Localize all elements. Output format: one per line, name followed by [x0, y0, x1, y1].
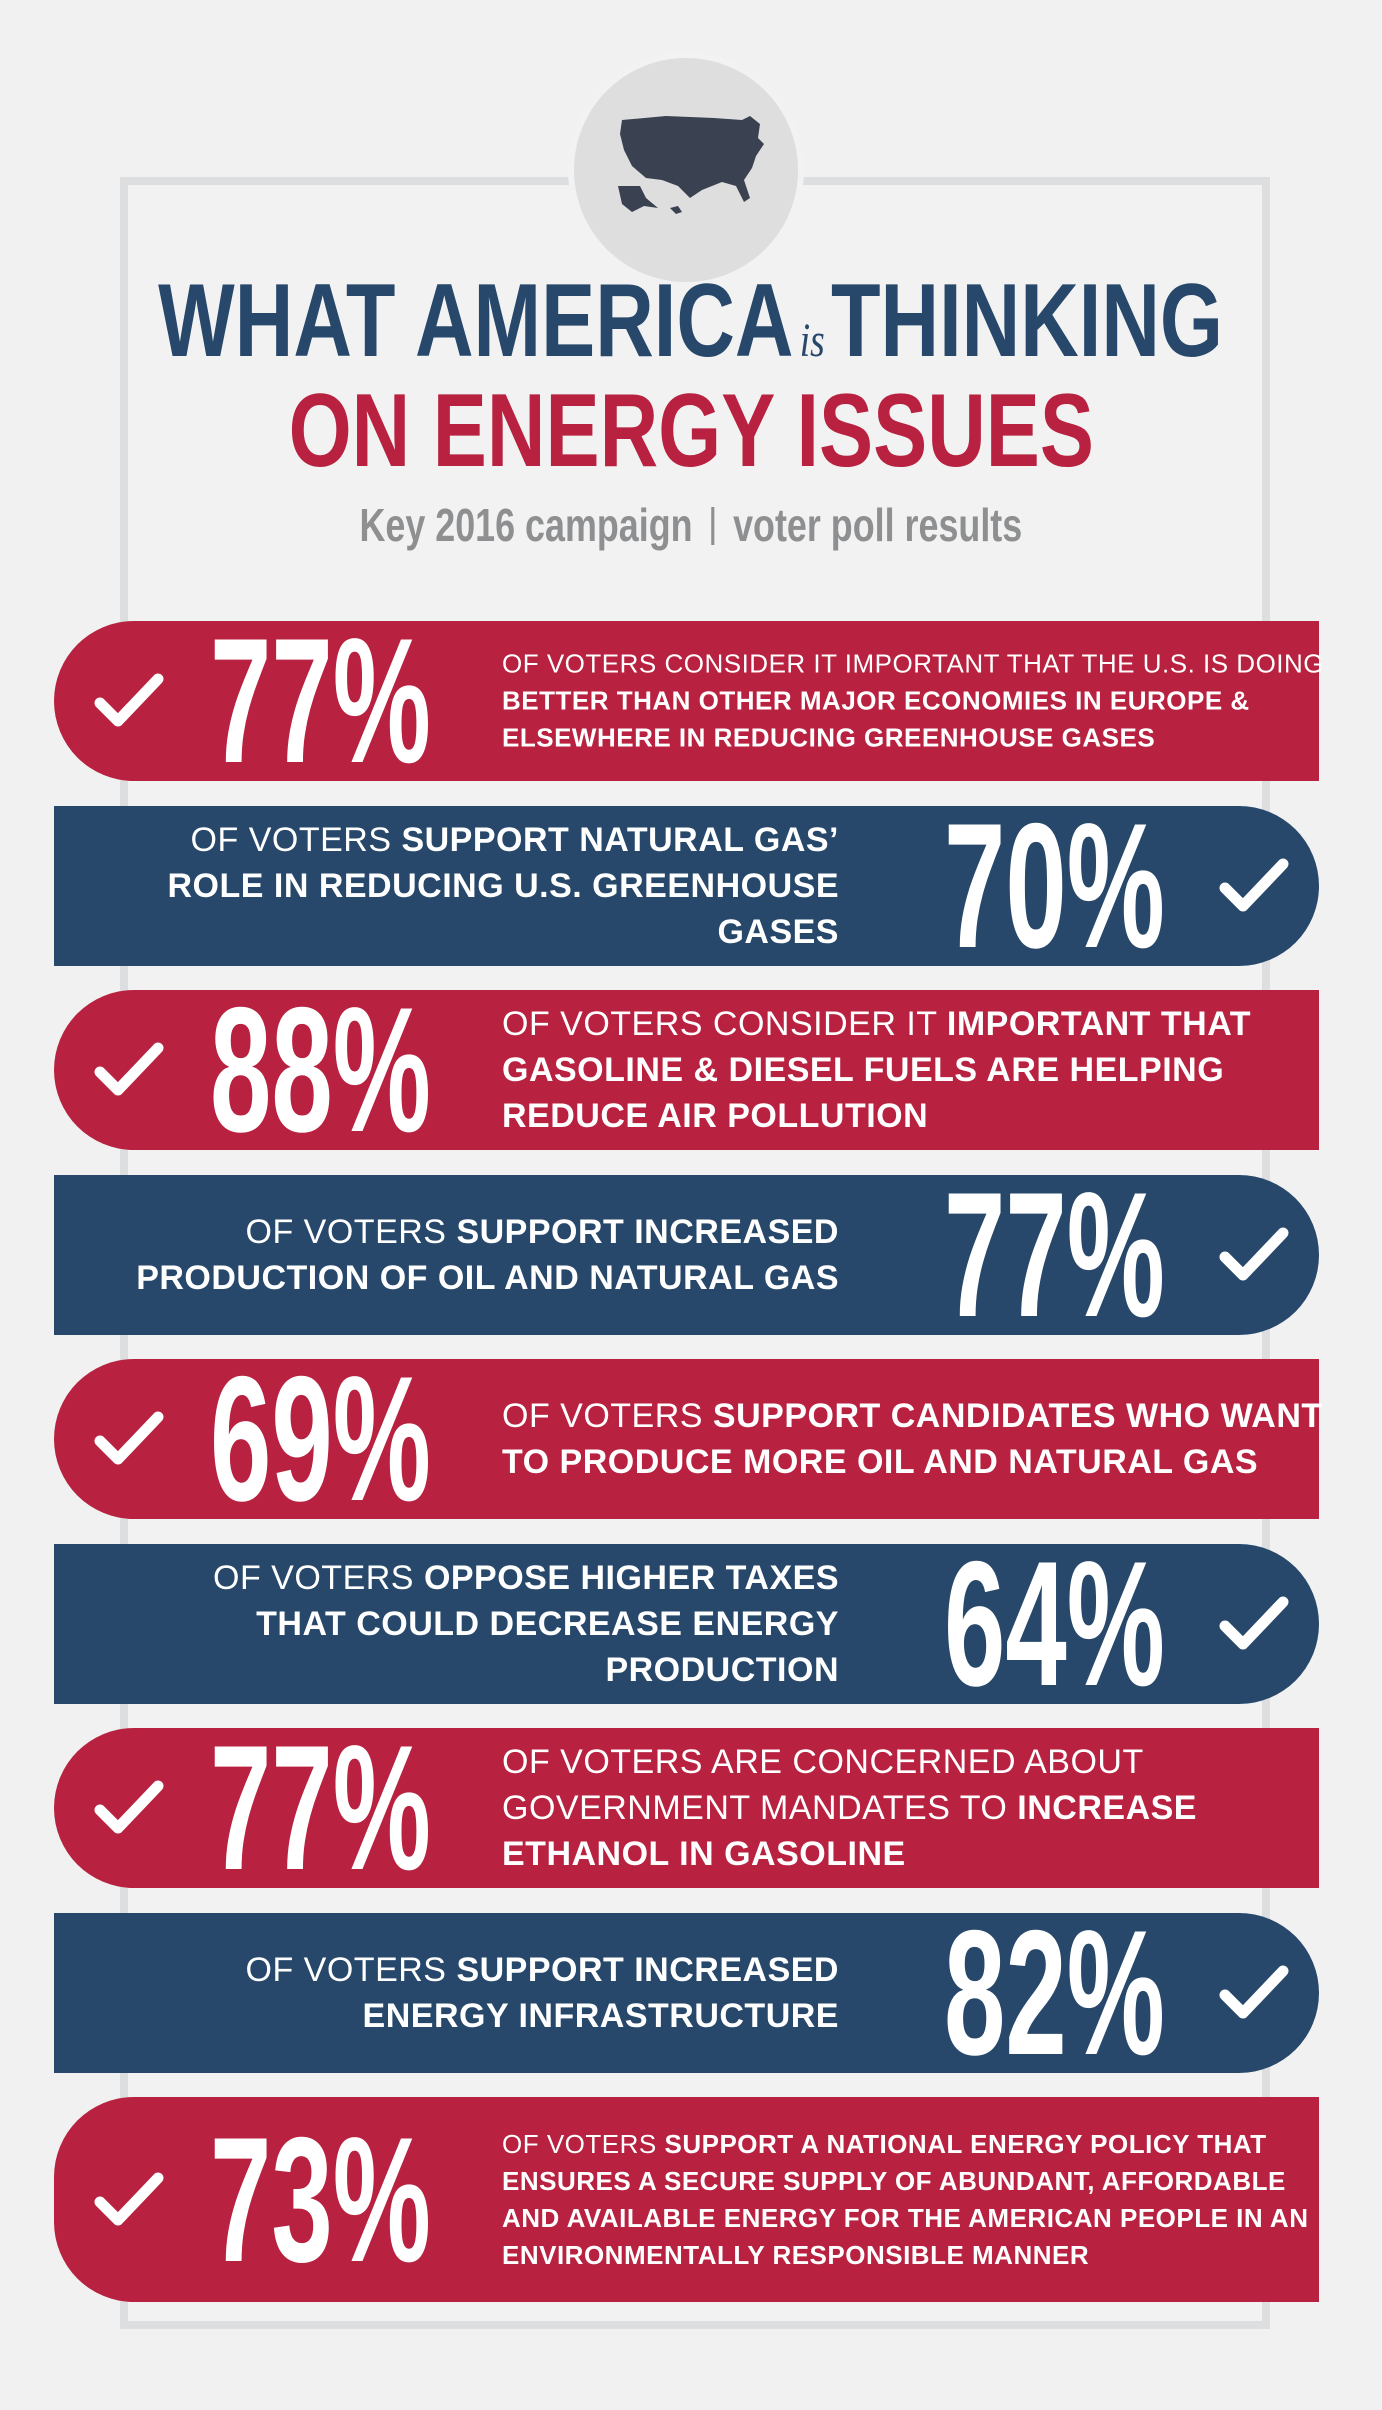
statement-emphasis: SUPPORT A NATIONAL ENERGY POLICY THAT EN…: [502, 2128, 1309, 2270]
statement-lead: OF VOTERS CONSIDER IT: [502, 1005, 937, 1043]
check-icon: [1219, 1965, 1289, 2018]
percent: 70%: [944, 785, 1165, 985]
percent: 77%: [944, 1154, 1165, 1354]
check-stroke: [1219, 1596, 1289, 1649]
statement: OF VOTERS OPPOSE HIGHER TAXES THAT COULD…: [119, 1555, 839, 1693]
stat-row: 73% OF VOTERS SUPPORT A NATIONAL ENERGY P…: [54, 2097, 1319, 2302]
stat-row: 77% OF VOTERS SUPPORT INCREASED PRODUCTIO…: [54, 1165, 1319, 1343]
check-stroke: [94, 1780, 164, 1834]
check-icon: [1219, 1227, 1289, 1280]
title-line-1: WHAT AMERICA isTHINKING: [0, 262, 1382, 381]
statement: OF VOTERS SUPPORT NATURAL GAS’ ROLE IN R…: [119, 817, 839, 955]
check-stroke: [94, 2172, 164, 2225]
percent: 88%: [210, 970, 431, 1169]
statement: OF VOTERS SUPPORT CANDIDATES WHO WANT TO…: [502, 1393, 1342, 1485]
subtitle-right: voter poll results: [733, 499, 1023, 551]
check-stroke: [1219, 858, 1289, 911]
check-icon: [94, 1411, 164, 1465]
statement: OF VOTERS SUPPORT A NATIONAL ENERGY POLI…: [502, 2126, 1342, 2274]
statement-emphasis: BETTER THAN OTHER MAJOR ECONOMIES IN EUR…: [502, 685, 1250, 753]
check-stroke: [94, 673, 164, 727]
stat-row: 70% OF VOTERS SUPPORT NATURAL GAS’ ROLE I…: [54, 796, 1319, 974]
statement-emphasis: SUPPORT CANDIDATES WHO WANT TO PRODUCE M…: [502, 1397, 1323, 1481]
title-text: ON ENERGY ISSUES: [288, 373, 1094, 489]
check-stroke: [1219, 1227, 1289, 1280]
check-icon: [1219, 858, 1289, 911]
statement-lead: OF VOTERS: [213, 1558, 414, 1597]
us-map-icon: [618, 116, 764, 214]
percent: 82%: [944, 1892, 1165, 2092]
statement-lead: OF VOTERS ARE CONCERNED ABOUT GOVERNMENT…: [502, 1743, 1144, 1827]
check-icon: [94, 2172, 164, 2225]
title-line-2: ON ENERGY ISSUES: [0, 372, 1382, 491]
percent: 77%: [210, 1708, 431, 1907]
check-icon: [94, 1042, 164, 1096]
statement-lead: OF VOTERS CONSIDER IT IMPORTANT THAT THE…: [502, 648, 1325, 679]
statement: OF VOTERS ARE CONCERNED ABOUT GOVERNMENT…: [502, 1739, 1342, 1877]
statement: OF VOTERS SUPPORT INCREASED PRODUCTION O…: [119, 1209, 839, 1301]
statement-lead: OF VOTERS: [502, 2128, 657, 2159]
check-icon: [1219, 1596, 1289, 1649]
statement-lead: OF VOTERS: [502, 1397, 703, 1435]
statement-emphasis: IMPORTANT THAT GASOLINE & DIESEL FUELS A…: [502, 1005, 1252, 1135]
statement-emphasis: SUPPORT NATURAL GAS’ ROLE IN REDUCING U.…: [167, 820, 839, 951]
stat-row: 77% OF VOTERS CONSIDER IT IMPORTANT THAT …: [54, 612, 1324, 790]
statement-lead: OF VOTERS: [190, 820, 392, 859]
subtitle: Key 2016 campaign voter poll results: [0, 498, 1382, 552]
percent: 73%: [210, 2099, 431, 2299]
statement-emphasis: SUPPORT INCREASED PRODUCTION OF OIL AND …: [136, 1212, 839, 1297]
stat-row: 88% OF VOTERS CONSIDER IT IMPORTANT THAT …: [54, 981, 1319, 1159]
map-badge: [568, 52, 804, 288]
statement: OF VOTERS CONSIDER IT IMPORTANT THAT GAS…: [502, 1001, 1342, 1139]
check-icon: [94, 1780, 164, 1834]
statement-lead: OF VOTERS: [245, 1950, 447, 1989]
statement: OF VOTERS SUPPORT INCREASED ENERGY INFRA…: [119, 1947, 839, 2039]
percent: 64%: [944, 1523, 1165, 1723]
stat-row: 82% OF VOTERS SUPPORT INCREASED ENERGY IN…: [54, 1903, 1319, 2081]
stat-row: 77% OF VOTERS ARE CONCERNED ABOUT GOVERNM…: [54, 1719, 1319, 1897]
stat-row: 64% OF VOTERS OPPOSE HIGHER TAXES THAT CO…: [54, 1534, 1319, 1712]
statement-emphasis: SUPPORT INCREASED ENERGY INFRASTRUCTURE: [362, 1950, 839, 2035]
statement-emphasis: OPPOSE HIGHER TAXES THAT COULD DECREASE …: [256, 1558, 839, 1689]
check-stroke: [94, 1042, 164, 1096]
statement: OF VOTERS CONSIDER IT IMPORTANT THAT THE…: [502, 646, 1342, 757]
statement-lead: OF VOTERS: [245, 1212, 447, 1251]
check-stroke: [94, 1411, 164, 1465]
separator: [711, 507, 715, 545]
statement-emphasis: INCREASE ETHANOL IN GASOLINE: [502, 1789, 1197, 1873]
check-stroke: [1219, 1965, 1289, 2018]
percent: 69%: [210, 1339, 431, 1538]
title-part: WHAT AMERICA: [158, 263, 794, 379]
stat-row: 69% OF VOTERS SUPPORT CANDIDATES WHO WANT…: [54, 1350, 1322, 1528]
title-connector: is: [800, 314, 826, 367]
title-part: THINKING: [831, 263, 1224, 379]
check-icon: [94, 673, 164, 727]
subtitle-left: Key 2016 campaign: [359, 499, 693, 551]
percent: 77%: [210, 601, 431, 800]
